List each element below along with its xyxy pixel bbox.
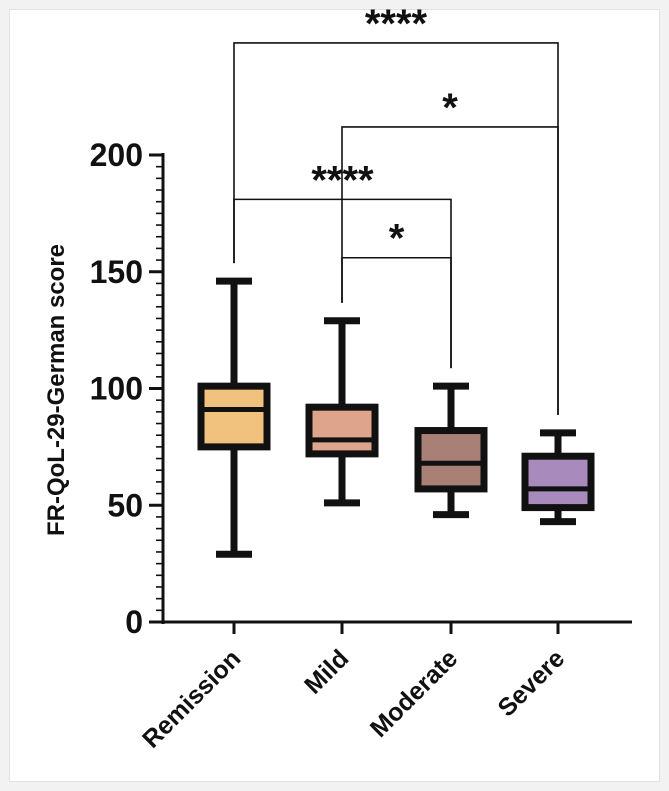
boxes	[197, 277, 595, 558]
y-tick-label: 0	[125, 604, 143, 640]
significance-label: ****	[365, 2, 428, 46]
iqr-box	[414, 427, 488, 493]
iqr-box	[521, 452, 595, 512]
y-axis-title: FR-QoL-29-German score	[43, 244, 70, 536]
box-remission	[197, 277, 271, 558]
iqr-box	[197, 382, 271, 451]
box-severe	[521, 429, 595, 526]
significance-label: ****	[311, 158, 374, 202]
bracket-mild-moderate: *	[341, 217, 452, 369]
y-tick-label: 200	[90, 137, 143, 173]
y-tick-label: 50	[107, 487, 143, 523]
x-axis: Remission Mild Moderate Severe	[137, 620, 632, 754]
bracket-line	[341, 256, 452, 369]
bracket-mild-severe: *	[341, 86, 559, 415]
y-tick-label: 150	[90, 254, 143, 290]
box-moderate	[414, 382, 488, 519]
iqr-box	[305, 403, 379, 458]
bracket-line	[341, 126, 559, 415]
box-mild	[305, 317, 379, 507]
x-tick-label: Moderate	[365, 644, 463, 742]
bracket-remission-severe: ****	[233, 2, 559, 415]
x-tick-label: Severe	[492, 644, 570, 722]
significance-label: *	[389, 217, 405, 261]
figure-frame	[9, 9, 660, 782]
x-tick-label: Mild	[299, 644, 354, 699]
significance-brackets: **********	[233, 2, 559, 415]
y-axis: 0 50 100 150 200	[90, 137, 165, 640]
significance-label: *	[442, 86, 458, 130]
y-tick-label: 100	[90, 371, 143, 407]
x-tick-label: Remission	[137, 644, 246, 753]
